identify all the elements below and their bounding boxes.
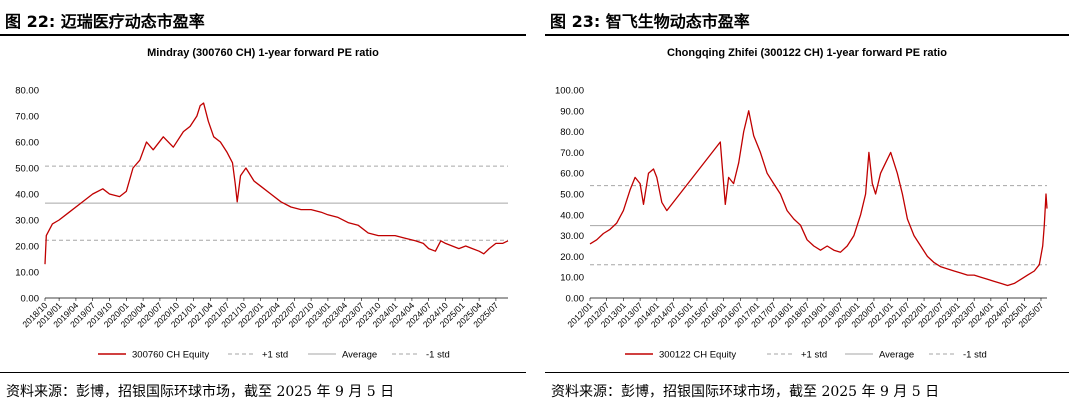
- source-note: 资料来源：彭博，招银国际环球市场，截至 2025 年 9 月 5 日: [6, 384, 395, 400]
- y-tick-label: 50.00: [560, 190, 584, 201]
- footer-rule: [545, 372, 1069, 373]
- legend-label: Average: [879, 350, 914, 361]
- y-tick-label: 0.00: [566, 294, 585, 305]
- pe-ratio-chart-mindray: Mindray (300760 CH) 1-year forward PE ra…: [15, 47, 509, 361]
- pe-ratio-series-line: [589, 110, 1048, 287]
- chart-title: Chongqing Zhifei (300122 CH) 1-year forw…: [667, 47, 947, 59]
- y-tick-label: 20.00: [560, 252, 584, 263]
- heading-rule: [0, 34, 526, 36]
- legend-label: +1 std: [262, 350, 288, 361]
- figure-panel-zhifei: 图 23: 智飞生物动态市盈率 Chongqing Zhifei (300122…: [545, 0, 1069, 411]
- chart-title: Mindray (300760 CH) 1-year forward PE ra…: [147, 47, 379, 59]
- pe-ratio-series-line: [44, 102, 509, 265]
- y-tick-label: 100.00: [555, 86, 584, 97]
- y-tick-label: 60.00: [560, 169, 584, 180]
- legend-label: 300122 CH Equity: [659, 350, 736, 361]
- figure-panel-mindray: 图 22: 迈瑞医疗动态市盈率 Mindray (300760 CH) 1-ye…: [0, 0, 530, 411]
- y-tick-label: 10.00: [15, 268, 39, 279]
- y-tick-label: 10.00: [560, 273, 584, 284]
- source-note: 资料来源：彭博，招银国际环球市场，截至 2025 年 9 月 5 日: [551, 384, 940, 400]
- y-tick-label: 80.00: [15, 86, 39, 97]
- figure-heading: 图 22: 迈瑞医疗动态市盈率: [5, 12, 205, 31]
- legend-label: -1 std: [426, 350, 450, 361]
- legend-label: -1 std: [963, 350, 987, 361]
- y-tick-label: 90.00: [560, 106, 584, 117]
- legend-label: Average: [342, 350, 377, 361]
- heading-rule: [545, 34, 1069, 36]
- y-tick-label: 40.00: [560, 210, 584, 221]
- y-tick-label: 60.00: [15, 138, 39, 149]
- y-tick-label: 30.00: [15, 216, 39, 227]
- legend-label: +1 std: [801, 350, 827, 361]
- y-tick-label: 70.00: [15, 112, 39, 123]
- y-tick-label: 30.00: [560, 231, 584, 242]
- y-tick-label: 20.00: [15, 242, 39, 253]
- y-tick-label: 40.00: [15, 190, 39, 201]
- legend-label: 300760 CH Equity: [132, 350, 209, 361]
- y-tick-label: 0.00: [21, 294, 40, 305]
- y-tick-label: 70.00: [560, 148, 584, 159]
- y-tick-label: 80.00: [560, 127, 584, 138]
- pe-ratio-chart-zhifei: Chongqing Zhifei (300122 CH) 1-year forw…: [555, 47, 1048, 361]
- y-tick-label: 50.00: [15, 164, 39, 175]
- footer-rule: [0, 372, 526, 373]
- figure-heading: 图 23: 智飞生物动态市盈率: [550, 12, 750, 31]
